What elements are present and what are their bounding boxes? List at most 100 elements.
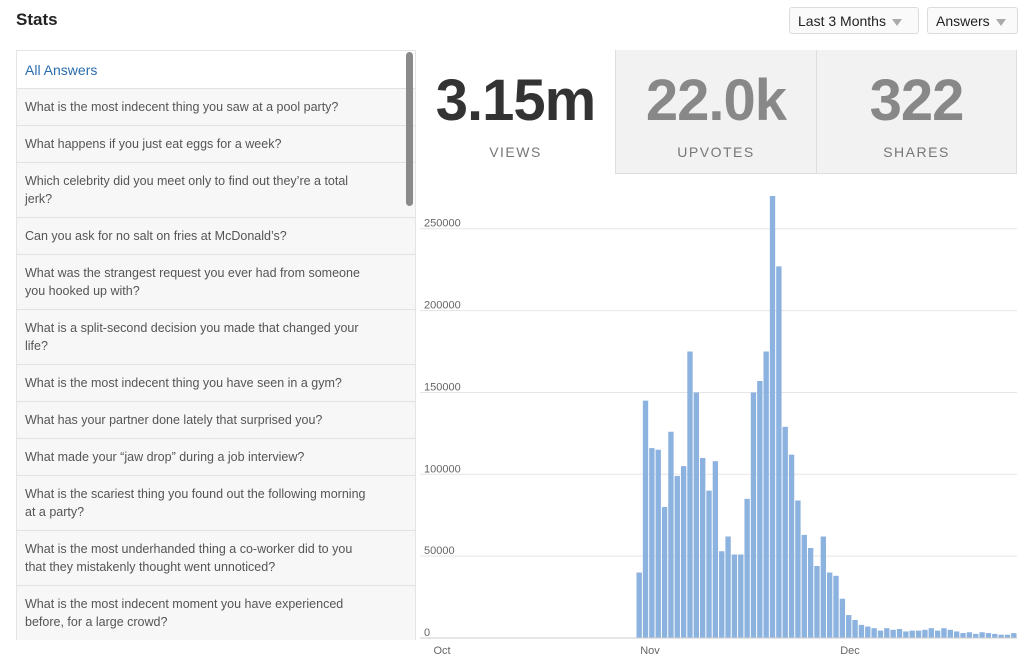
chart-bar (934, 630, 941, 638)
answer-list-item[interactable]: What is the most indecent moment you hav… (17, 586, 415, 640)
date-range-value: Last 3 Months (798, 13, 886, 29)
chart-bar (903, 631, 909, 638)
x-tick-label: Nov (640, 645, 660, 657)
upvotes-value: 22.0k (645, 68, 787, 133)
chart-bar (687, 351, 693, 638)
chart-bar (642, 400, 649, 638)
views-chart: 0 50000 100000 150000 200000 250000 Oct Nov Dec (420, 196, 1017, 657)
shares-label: SHARES (883, 144, 950, 160)
upvotes-label: UPVOTES (677, 144, 755, 160)
chart-bar (1011, 633, 1017, 638)
chart-bar (871, 628, 877, 638)
views-stat[interactable]: 3.15m VIEWS (416, 50, 615, 174)
answer-list-item[interactable]: What is a split-second decision you made… (17, 310, 415, 365)
chart-bar (858, 624, 865, 638)
chart-bar (655, 449, 661, 638)
chart-bar (763, 351, 769, 638)
answer-list-item[interactable]: Which celebrity did you meet only to fin… (17, 163, 415, 218)
chart-bar (788, 454, 795, 638)
chart-bar (807, 547, 814, 638)
chart-bar (725, 536, 731, 638)
chart-bar (985, 633, 992, 638)
chart-bar (769, 196, 776, 638)
chart-bar (896, 628, 903, 638)
answer-list-item[interactable]: What made your “jaw drop” during a job i… (17, 439, 415, 476)
x-tick-label: Oct (433, 645, 450, 657)
y-tick-label: 150000 (424, 381, 461, 393)
chart-bar (712, 461, 719, 638)
chart-bar (998, 634, 1004, 638)
y-tick-label: 0 (424, 627, 430, 639)
x-tick-label: Dec (840, 645, 860, 657)
chart-bar (680, 466, 687, 638)
chart-bar (782, 426, 788, 638)
chevron-down-icon (891, 18, 902, 26)
chart-bar (922, 629, 928, 638)
chevron-down-icon (995, 18, 1006, 26)
chart-bar (960, 633, 966, 638)
chart-bar (731, 554, 738, 638)
chart-bar (801, 534, 807, 638)
chart-bar (992, 633, 998, 638)
chart-bar (909, 630, 915, 638)
shares-stat[interactable]: 322 SHARES (816, 50, 1017, 174)
answer-list-item[interactable]: What was the strangest request you ever … (17, 255, 415, 310)
answer-list-item[interactable]: What is the scariest thing you found out… (17, 476, 415, 531)
chart-bar (668, 431, 674, 638)
chart-bar (890, 629, 896, 638)
chart-bar (928, 628, 934, 638)
chart-bar (744, 498, 750, 638)
chart-bar (884, 628, 890, 638)
chart-bar (776, 266, 782, 638)
y-tick-label: 250000 (424, 218, 461, 230)
chart-bar (947, 629, 953, 638)
date-range-dropdown[interactable]: Last 3 Months (789, 7, 919, 34)
all-answers-link[interactable]: All Answers (17, 51, 415, 89)
chart-bar (820, 536, 826, 638)
content-type-dropdown[interactable]: Answers (927, 7, 1018, 34)
chart-bar (636, 572, 642, 638)
chart-bar (852, 619, 858, 638)
stats-summary: 3.15m VIEWS 22.0k UPVOTES 322 SHARES (416, 50, 1017, 174)
page-title: Stats (16, 10, 58, 29)
chart-bar (814, 565, 820, 638)
answer-list-item[interactable]: What has your partner done lately that s… (17, 402, 415, 439)
shares-value: 322 (869, 68, 965, 133)
chart-bar (865, 626, 871, 638)
chart-bar (757, 380, 763, 638)
chart-bar (719, 551, 725, 638)
answer-list-item[interactable]: What happens if you just eat eggs for a … (17, 126, 415, 163)
chart-bar (738, 554, 744, 638)
chart-bar (966, 632, 973, 638)
chart-bar (827, 572, 833, 638)
upvotes-stat[interactable]: 22.0k UPVOTES (615, 50, 817, 174)
answer-list-item[interactable]: What is the most indecent thing you have… (17, 365, 415, 402)
chart-bar (839, 598, 846, 638)
answer-list-item[interactable]: What is the most indecent thing you saw … (17, 89, 415, 126)
chart-bar (693, 392, 699, 638)
chart-bar (750, 392, 757, 638)
chart-bar (649, 448, 655, 638)
chart-bar (877, 630, 884, 638)
views-value: 3.15m (435, 68, 596, 133)
chart-bar (661, 507, 668, 638)
answers-sidebar: All Answers What is the most indecent th… (16, 50, 416, 640)
chart-bar (846, 615, 852, 638)
chart-bar (706, 490, 712, 638)
views-label: VIEWS (489, 144, 542, 160)
sidebar-scrollbar[interactable] (406, 52, 413, 206)
chart-bar (979, 632, 985, 638)
chart-bar (954, 631, 960, 638)
chart-bar (674, 475, 680, 638)
y-tick-label: 50000 (424, 545, 455, 557)
content-type-value: Answers (936, 13, 990, 29)
chart-bar (973, 633, 979, 638)
answer-list-item[interactable]: Can you ask for no salt on fries at McDo… (17, 218, 415, 255)
chart-bar (1004, 634, 1011, 638)
chart-bar (795, 500, 801, 638)
y-tick-label: 200000 (424, 300, 461, 312)
chart-bar (941, 628, 947, 638)
chart-bar (915, 630, 922, 638)
chart-bar (700, 457, 706, 638)
answer-list-item[interactable]: What is the most underhanded thing a co-… (17, 531, 415, 586)
